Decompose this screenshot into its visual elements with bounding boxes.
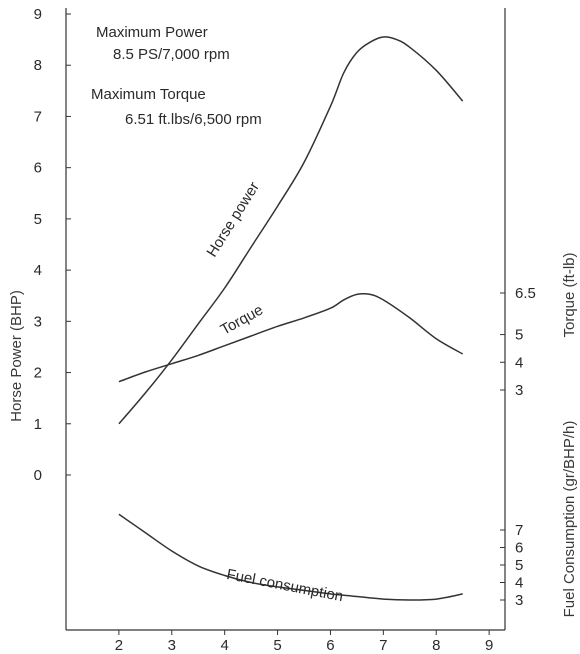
torque-curve <box>118 292 464 383</box>
x-tick-label: 8 <box>432 637 440 654</box>
left-tick-label: 4 <box>34 262 42 279</box>
torque-tick-label: 5 <box>515 327 523 344</box>
x-tick-label: 9 <box>485 637 493 654</box>
left-tick-label: 1 <box>34 416 42 433</box>
x-tick-label: 6 <box>326 637 334 654</box>
x-tick-label: 4 <box>221 637 229 654</box>
left-tick-label: 3 <box>34 313 42 330</box>
max-torque-title: Maximum Torque <box>91 86 206 103</box>
max-power-value: 8.5 PS/7,000 rpm <box>113 46 230 63</box>
torque-tick-label: 4 <box>515 354 523 371</box>
left-tick-label: 6 <box>34 160 42 177</box>
fuel-axis-title: Fuel Consumption (gr/BHP/h) <box>561 421 578 618</box>
max-power-title: Maximum Power <box>96 24 208 41</box>
x-tick-label: 5 <box>273 637 281 654</box>
annotations: Maximum Power 8.5 PS/7,000 rpm Maximum T… <box>91 24 262 128</box>
max-torque-value: 6.51 ft.lbs/6,500 rpm <box>125 111 262 128</box>
left-tick-label: 5 <box>34 211 42 228</box>
left-tick-label: 0 <box>34 467 42 484</box>
fuel-consumption-curve <box>118 513 463 601</box>
torque-tick-label: 6.5 <box>515 285 536 302</box>
horse-power-label: Horse power <box>203 179 262 260</box>
fuel-tick-label: 3 <box>515 592 523 609</box>
fuel-tick-label: 5 <box>515 557 523 574</box>
torque-tick-label: 3 <box>515 382 523 399</box>
horse-power-curve <box>118 36 464 425</box>
fuel-tick-label: 6 <box>515 540 523 557</box>
x-tick-label: 2 <box>115 637 123 654</box>
torque-axis-title: Torque (ft-lb) <box>561 252 578 337</box>
fuel-tick-label: 7 <box>515 522 523 539</box>
series-layer <box>118 36 464 601</box>
left-axis-title: Horse Power (BHP) <box>8 290 25 422</box>
fuel-consumption-label: Fuel consumption <box>225 566 344 605</box>
left-tick-label: 8 <box>34 57 42 74</box>
left-tick-label: 7 <box>34 108 42 125</box>
curve-labels: Horse power Torque Fuel consumption <box>203 179 344 605</box>
left-tick-label: 2 <box>34 365 42 382</box>
x-tick-label: 7 <box>379 637 387 654</box>
fuel-tick-label: 4 <box>515 575 523 592</box>
x-tick-label: 3 <box>168 637 176 654</box>
left-tick-label: 9 <box>34 6 42 23</box>
